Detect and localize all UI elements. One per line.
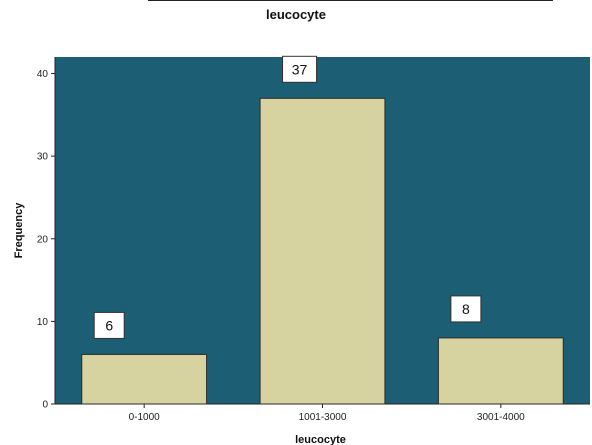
bar-1001-3000 bbox=[259, 97, 386, 405]
data-label-text: 37 bbox=[292, 61, 308, 77]
x-tick-label: 1001-3000 bbox=[299, 412, 347, 423]
bar-0-1000 bbox=[81, 353, 208, 405]
data-label-text: 6 bbox=[105, 317, 113, 333]
data-label-text: 8 bbox=[462, 301, 470, 317]
x-tick-label: 3001-4000 bbox=[477, 412, 525, 423]
y-tick-label: 40 bbox=[37, 69, 49, 80]
data-labels: 6 37 8 bbox=[93, 55, 482, 339]
x-axis-label: leucocyte bbox=[295, 434, 346, 445]
chart-title: leucocyte bbox=[266, 7, 326, 22]
y-tick-label: 20 bbox=[37, 234, 49, 245]
x-axis: 0-1000 1001-3000 3001-4000 bbox=[55, 403, 590, 423]
y-tick-label: 30 bbox=[37, 152, 49, 163]
y-axis-label: Frequency bbox=[13, 202, 25, 259]
x-tick-label: 0-1000 bbox=[129, 412, 161, 423]
data-label-1001-3000: 37 bbox=[282, 55, 318, 83]
top-rule bbox=[148, 0, 553, 1]
data-label-3001-4000: 8 bbox=[450, 295, 482, 323]
y-tick-label: 10 bbox=[37, 317, 49, 328]
y-tick-label: 0 bbox=[42, 400, 48, 411]
data-label-0-1000: 6 bbox=[93, 311, 125, 339]
bars bbox=[81, 97, 564, 405]
y-axis: 0 10 20 30 40 bbox=[37, 57, 56, 411]
bar-3001-4000 bbox=[437, 337, 564, 405]
